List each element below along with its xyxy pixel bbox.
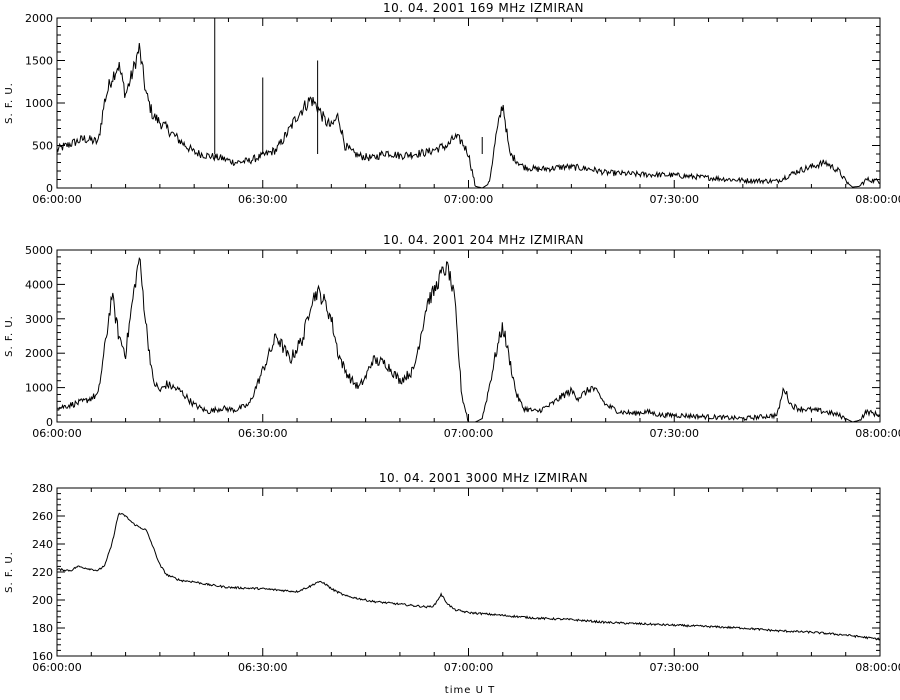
x-tick-label: 06:30:00 (238, 193, 287, 206)
plot-frame (56, 249, 881, 423)
x-tick-label: 06:30:00 (238, 661, 287, 674)
chart-title: 10. 04. 2001 204 MHz IZMIRAN (383, 233, 584, 247)
chart-panel-2: 10. 04. 2001 204 MHz IZMIRAN S. F. U. 0 100… (4, 233, 900, 440)
x-tick-label: 08:00:00 (855, 427, 900, 440)
y-tick-label: 280 (32, 482, 53, 495)
y-tick-label: 1000 (25, 382, 53, 395)
x-tick-label: 08:00:00 (855, 661, 900, 674)
plot-frame (56, 487, 881, 657)
y-axis-label: S. F. U. (4, 315, 15, 357)
chart-panels: 10. 04. 2001 169 MHz IZMIRAN S. F. U. 0 500… (4, 1, 900, 674)
chart-title: 10. 04. 2001 169 MHz IZMIRAN (383, 1, 584, 15)
y-tick-label: 3000 (25, 313, 53, 326)
y-tick-label: 180 (32, 622, 53, 635)
series-line-1 (56, 257, 881, 423)
y-tick-label: 240 (32, 538, 53, 551)
y-tick-label: 2000 (25, 12, 53, 25)
time-axis-label: time U T (445, 685, 495, 696)
y-tick-label: 2000 (25, 347, 53, 360)
x-tick-label: 07:00:00 (444, 193, 493, 206)
y-tick-label: 260 (32, 510, 53, 523)
y-tick-label: 160 (32, 650, 53, 663)
chart-panel-1: 10. 04. 2001 169 MHz IZMIRAN S. F. U. 0 500… (4, 1, 900, 206)
chart-title: 10. 04. 2001 3000 MHz IZMIRAN (379, 471, 588, 485)
y-axis-label: S. F. U. (4, 551, 15, 593)
x-tick-label: 07:30:00 (650, 193, 699, 206)
x-tick-label: 06:00:00 (32, 427, 81, 440)
x-tick-label: 07:30:00 (650, 661, 699, 674)
y-tick-label: 0 (46, 182, 53, 195)
x-tick-label: 08:00:00 (855, 193, 900, 206)
chart-panel-3: 10. 04. 2001 3000 MHz IZMIRAN S. F. U. 160… (4, 471, 900, 674)
y-tick-label: 4000 (25, 278, 53, 291)
x-tick-label: 07:00:00 (444, 661, 493, 674)
x-tick-label: 06:00:00 (32, 193, 81, 206)
series-line-1 (56, 512, 881, 641)
y-tick-label: 5000 (25, 244, 53, 257)
y-tick-label: 1000 (25, 97, 53, 110)
x-tick-label: 06:30:00 (238, 427, 287, 440)
y-tick-label: 0 (46, 416, 53, 429)
x-tick-label: 06:00:00 (32, 661, 81, 674)
x-tick-label: 07:00:00 (444, 427, 493, 440)
y-tick-label: 1500 (25, 55, 53, 68)
x-tick-label: 07:30:00 (650, 427, 699, 440)
y-axis-label: S. F. U. (4, 82, 15, 124)
series-line-1 (56, 43, 881, 189)
y-tick-label: 220 (32, 566, 53, 579)
plot-frame (56, 17, 881, 189)
y-tick-label: 500 (32, 140, 53, 153)
y-tick-label: 200 (32, 594, 53, 607)
